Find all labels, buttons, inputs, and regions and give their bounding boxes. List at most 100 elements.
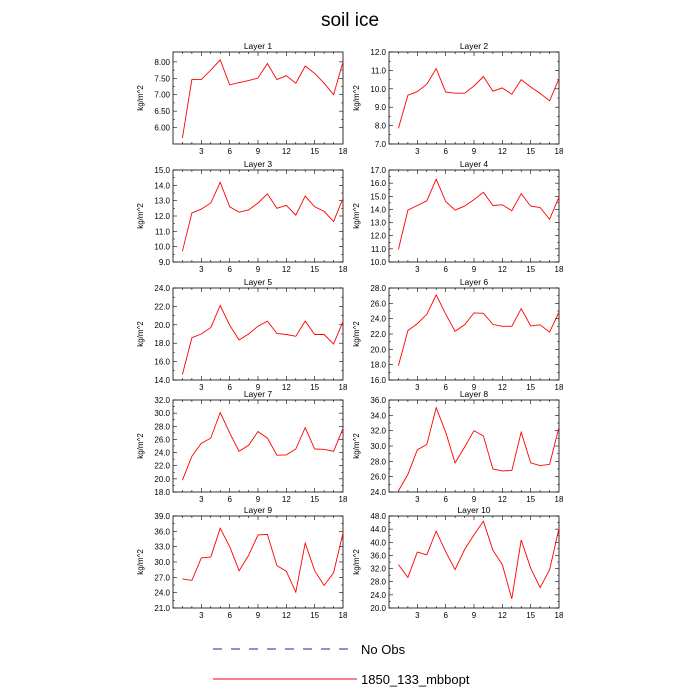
panel-layer-7: Layer 7 3 6 9 12 15 18 18.0 20.0 22.0 24.0 26.0 28.0… xyxy=(136,389,348,504)
x-tick-label: 3 xyxy=(415,495,420,504)
y-tick-label: 13.0 xyxy=(370,219,386,228)
y-tick-label: 28.0 xyxy=(370,457,386,466)
x-tick-label: 15 xyxy=(310,265,319,274)
y-tick-label: 10.0 xyxy=(370,85,386,94)
x-tick-label: 15 xyxy=(526,147,535,156)
y-axis-label: kg/m^2 xyxy=(136,203,145,229)
y-tick-label: 21.0 xyxy=(154,604,170,613)
y-tick-label: 30.0 xyxy=(154,409,170,418)
x-tick-label: 12 xyxy=(282,611,291,620)
x-tick-label: 6 xyxy=(227,495,232,504)
x-tick-label: 15 xyxy=(310,383,319,392)
x-tick-label: 18 xyxy=(339,495,348,504)
y-tick-label: 20.0 xyxy=(370,345,386,354)
y-tick-label: 14.0 xyxy=(154,181,170,190)
y-tick-label: 18.0 xyxy=(154,339,170,348)
plot-frame xyxy=(172,169,344,263)
y-axis-label: kg/m^2 xyxy=(352,85,361,111)
panel-title: Layer 6 xyxy=(460,277,489,287)
y-tick-label: 33.0 xyxy=(154,543,170,552)
legend-item: 1850_133_mbbopt xyxy=(213,672,470,687)
y-axis-label: kg/m^2 xyxy=(352,203,361,229)
y-tick-label: 8.0 xyxy=(375,122,387,131)
y-tick-label: 6.00 xyxy=(154,124,170,133)
y-tick-label: 34.0 xyxy=(370,411,386,420)
series-line xyxy=(397,67,560,129)
y-tick-label: 11.0 xyxy=(371,245,387,254)
x-tick-label: 6 xyxy=(443,147,448,156)
y-tick-label: 40.0 xyxy=(370,538,386,547)
x-tick-label: 6 xyxy=(443,265,448,274)
y-tick-label: 28.0 xyxy=(154,422,170,431)
x-tick-label: 18 xyxy=(555,147,564,156)
y-tick-label: 24.0 xyxy=(154,284,170,293)
x-tick-label: 3 xyxy=(415,265,420,274)
series-line xyxy=(398,520,560,599)
y-tick-label: 24.0 xyxy=(154,589,170,598)
y-tick-label: 9.0 xyxy=(159,258,171,267)
x-tick-label: 6 xyxy=(443,611,448,620)
y-axis-label: kg/m^2 xyxy=(352,321,361,347)
y-tick-label: 24.0 xyxy=(154,449,170,458)
y-tick-label: 22.0 xyxy=(154,302,170,311)
y-tick-label: 9.0 xyxy=(375,103,387,112)
y-axis-label: kg/m^2 xyxy=(136,85,145,111)
y-tick-label: 16.0 xyxy=(370,179,386,188)
x-tick-label: 3 xyxy=(199,611,204,620)
x-tick-label: 12 xyxy=(282,265,291,274)
panel-layer-6: Layer 6 3 6 9 12 15 18 16.0 18.0 20.0 22.0 24.0 26.0… xyxy=(352,277,564,392)
panel-title: Layer 1 xyxy=(244,41,273,51)
y-tick-label: 16.0 xyxy=(154,358,170,367)
series-line xyxy=(182,527,344,594)
x-tick-label: 6 xyxy=(227,383,232,392)
x-tick-label: 18 xyxy=(339,147,348,156)
x-tick-label: 9 xyxy=(256,383,261,392)
x-tick-label: 9 xyxy=(472,495,477,504)
x-tick-label: 6 xyxy=(227,611,232,620)
x-tick-label: 9 xyxy=(256,265,261,274)
x-tick-label: 12 xyxy=(498,611,507,620)
plot-frame xyxy=(388,287,560,381)
y-tick-label: 10.0 xyxy=(154,243,170,252)
y-tick-label: 32.0 xyxy=(370,427,386,436)
plot-frame xyxy=(388,51,560,145)
y-tick-label: 30.0 xyxy=(370,442,386,451)
y-tick-label: 28.0 xyxy=(370,578,386,587)
series-line xyxy=(181,59,344,139)
x-tick-label: 9 xyxy=(472,611,477,620)
series-line xyxy=(397,178,560,250)
y-tick-label: 6.50 xyxy=(154,107,170,116)
panel-title: Layer 4 xyxy=(460,159,489,169)
x-tick-label: 9 xyxy=(472,265,477,274)
x-tick-label: 18 xyxy=(555,495,564,504)
plot-frame xyxy=(388,169,560,263)
y-tick-label: 7.00 xyxy=(154,91,170,100)
x-tick-label: 15 xyxy=(526,383,535,392)
panel-title: Layer 5 xyxy=(244,277,273,287)
y-tick-label: 8.00 xyxy=(154,58,170,67)
y-tick-label: 28.0 xyxy=(370,284,386,293)
y-tick-label: 20.0 xyxy=(154,475,170,484)
x-tick-label: 9 xyxy=(256,611,261,620)
panel-layer-5: Layer 5 3 6 9 12 15 18 14.0 16.0 18.0 20.0 22.0 24.0… xyxy=(136,277,348,392)
y-tick-label: 30.0 xyxy=(154,558,170,567)
x-tick-label: 9 xyxy=(256,495,261,504)
x-tick-label: 3 xyxy=(415,611,420,620)
series-line xyxy=(397,293,560,366)
y-tick-label: 7.50 xyxy=(154,74,170,83)
y-axis-label: kg/m^2 xyxy=(136,433,145,459)
y-tick-label: 26.0 xyxy=(370,299,386,308)
y-tick-label: 12.0 xyxy=(370,232,386,241)
x-tick-label: 15 xyxy=(526,265,535,274)
y-tick-label: 16.0 xyxy=(370,376,386,385)
x-tick-label: 12 xyxy=(498,383,507,392)
series-line xyxy=(181,181,344,252)
x-tick-label: 18 xyxy=(339,265,348,274)
y-axis-label: kg/m^2 xyxy=(136,321,145,347)
panel-layer-9: Layer 9 3 6 9 12 15 18 21.0 24.0 27.0 30.0 33.0 36.0… xyxy=(136,505,348,620)
y-tick-label: 44.0 xyxy=(370,525,386,534)
y-tick-label: 26.0 xyxy=(154,435,170,444)
y-tick-label: 24.0 xyxy=(370,315,386,324)
plot-frame xyxy=(388,515,560,609)
